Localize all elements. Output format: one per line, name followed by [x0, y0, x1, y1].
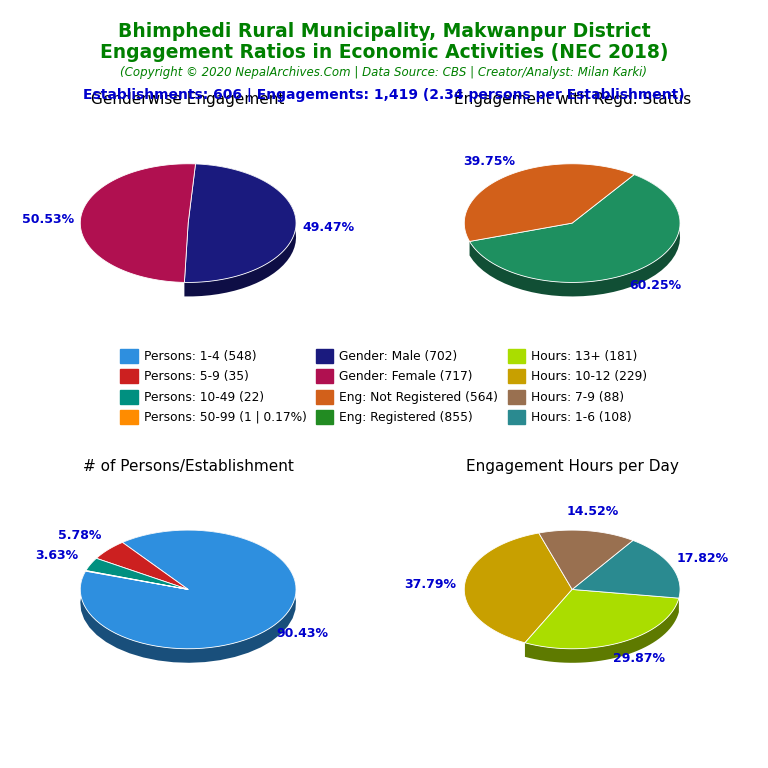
Polygon shape [539, 530, 633, 590]
Text: 49.47%: 49.47% [302, 220, 354, 233]
Polygon shape [525, 590, 679, 649]
Text: 3.63%: 3.63% [35, 549, 78, 562]
Title: Genderwise Engagement: Genderwise Engagement [91, 92, 285, 108]
Text: Bhimphedi Rural Municipality, Makwanpur District: Bhimphedi Rural Municipality, Makwanpur … [118, 22, 650, 41]
Text: (Copyright © 2020 NepalArchives.Com | Data Source: CBS | Creator/Analyst: Milan : (Copyright © 2020 NepalArchives.Com | Da… [121, 66, 647, 79]
Text: 17.82%: 17.82% [677, 551, 729, 564]
Polygon shape [81, 530, 296, 649]
Polygon shape [85, 571, 188, 590]
Polygon shape [86, 558, 188, 590]
Title: # of Persons/Establishment: # of Persons/Establishment [83, 458, 293, 474]
Polygon shape [81, 530, 296, 663]
Text: Engagement Ratios in Economic Activities (NEC 2018): Engagement Ratios in Economic Activities… [100, 43, 668, 62]
Text: 60.25%: 60.25% [630, 279, 681, 292]
Text: 90.43%: 90.43% [276, 627, 329, 641]
Polygon shape [572, 541, 680, 598]
Polygon shape [469, 174, 680, 283]
Polygon shape [465, 533, 572, 643]
Polygon shape [525, 598, 679, 663]
Legend: Persons: 1-4 (548), Persons: 5-9 (35), Persons: 10-49 (22), Persons: 50-99 (1 | : Persons: 1-4 (548), Persons: 5-9 (35), P… [119, 348, 649, 425]
Text: 29.87%: 29.87% [613, 652, 664, 665]
Text: Establishments: 606 | Engagements: 1,419 (2.34 persons per Establishment): Establishments: 606 | Engagements: 1,419… [83, 88, 685, 101]
Polygon shape [81, 164, 196, 283]
Title: Engagement Hours per Day: Engagement Hours per Day [465, 458, 679, 474]
Text: 37.79%: 37.79% [404, 578, 456, 591]
Text: 5.78%: 5.78% [58, 529, 101, 542]
Text: 50.53%: 50.53% [22, 213, 74, 226]
Polygon shape [184, 164, 296, 283]
Polygon shape [469, 174, 680, 296]
Text: 39.75%: 39.75% [463, 154, 515, 167]
Polygon shape [465, 164, 634, 241]
Polygon shape [184, 164, 296, 296]
Polygon shape [96, 542, 188, 590]
Title: Engagement with Regd. Status: Engagement with Regd. Status [454, 92, 690, 108]
Text: 14.52%: 14.52% [566, 505, 618, 518]
